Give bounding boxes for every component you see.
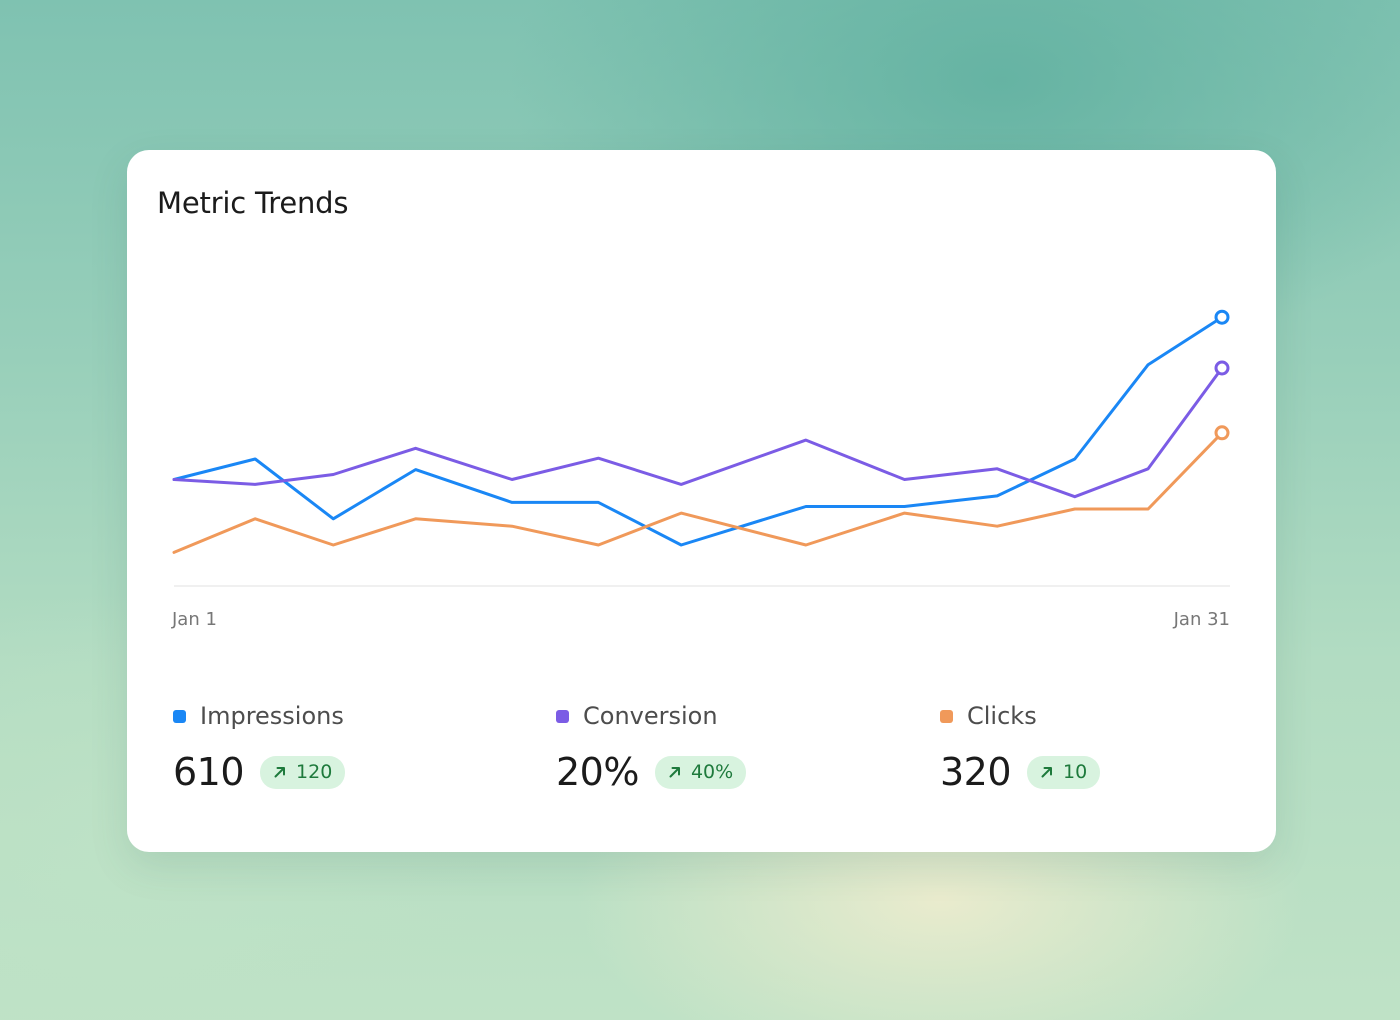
metric-clicks: Clicks 320 10 [940, 698, 1101, 794]
x-axis-start-label: Jan 1 [171, 609, 217, 630]
change-badge: 10 [1027, 755, 1101, 789]
clicks-series-line [172, 431, 1224, 554]
impressions-swatch [173, 709, 186, 723]
impressions-end-point [1214, 309, 1230, 325]
change-value: 40% [690, 761, 734, 783]
change-badge: 40% [654, 755, 747, 789]
trend-up-icon [669, 767, 680, 778]
trend-up-icon [1041, 767, 1053, 778]
metric-name: Impressions [200, 702, 344, 730]
change-value: 120 [296, 761, 333, 783]
impressions-series-line [172, 315, 1224, 547]
metric-value: 320 [940, 750, 1012, 794]
metric-value: 610 [173, 750, 245, 794]
metric-conversion: Conversion 20% 40% [556, 698, 747, 794]
trend-line-chart: Jan 1 Jan 31 [171, 309, 1230, 630]
card-title: Metric Trends [157, 186, 349, 220]
trend-up-icon [274, 767, 286, 778]
clicks-end-point [1214, 425, 1230, 441]
change-badge: 120 [260, 755, 346, 789]
conversion-swatch [556, 709, 569, 723]
metric-name: Clicks [967, 702, 1037, 730]
metric-trends-card: Metric Trends Jan 1 Jan 31 Impressions 6… [127, 150, 1276, 852]
change-value: 10 [1063, 761, 1088, 783]
metric-value: 20% [556, 750, 639, 794]
clicks-swatch [940, 709, 953, 723]
metrics-legend: Impressions 610 120 Conversion 20% [127, 698, 1276, 798]
metric-impressions: Impressions 610 120 [173, 698, 346, 794]
conversion-end-point [1214, 360, 1230, 376]
series-layer [172, 309, 1230, 554]
metric-name: Conversion [583, 702, 718, 730]
x-axis-end-label: Jan 31 [1173, 609, 1230, 630]
conversion-series-line [172, 366, 1224, 499]
